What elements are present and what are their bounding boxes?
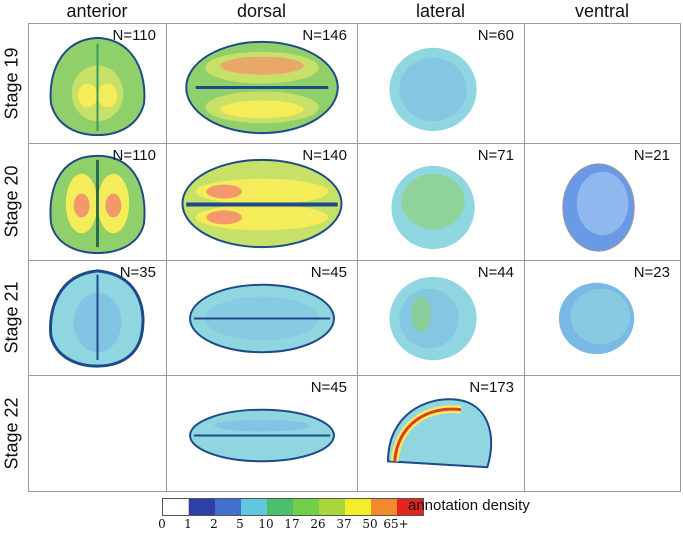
legend-tick-2: 2: [210, 517, 218, 531]
legend-tick-3: 5: [236, 517, 244, 531]
embryo-heatmap-image: [49, 36, 146, 137]
legend-tick-0: 0: [158, 517, 166, 531]
sample-count-label: N=60: [477, 27, 514, 44]
cell-stage-21-lateral: N=44: [357, 260, 525, 376]
sample-count-label: N=35: [119, 264, 156, 281]
legend-swatch-4: [267, 499, 293, 515]
legend-tick-4: 10: [258, 517, 274, 531]
density-legend-bar: [162, 498, 424, 516]
row-header-stage-20: Stage 20: [1, 165, 22, 238]
cell-stage-21-anterior: N=35: [28, 260, 167, 376]
embryo-heatmap-image: [562, 163, 635, 252]
legend-swatch-5: [293, 499, 319, 515]
sample-count-label: N=21: [633, 147, 670, 164]
embryo-heatmap-image: [558, 282, 635, 355]
embryo-heatmap-image: [49, 269, 145, 368]
legend-swatch-2: [215, 499, 241, 515]
sample-count-label: N=71: [477, 147, 514, 164]
sample-count-label: N=140: [302, 147, 347, 164]
legend-tick-7: 37: [336, 517, 352, 531]
column-header-dorsal: dorsal: [236, 1, 287, 21]
cell-stage-19-anterior: N=110: [28, 23, 167, 144]
column-header-ventral: ventral: [574, 1, 630, 21]
legend-swatch-8: [371, 499, 397, 515]
cell-stage-22-anterior: [28, 375, 167, 492]
legend-swatch-9: [397, 499, 423, 515]
legend-swatch-0: [163, 499, 189, 515]
embryo-heatmap-image: [387, 398, 492, 469]
legend-swatch-3: [241, 499, 267, 515]
sample-count-label: N=45: [310, 264, 347, 281]
legend-swatch-1: [189, 499, 215, 515]
cell-stage-19-lateral: N=60: [357, 23, 525, 144]
cell-stage-19-ventral: [524, 23, 681, 144]
column-header-anterior: anterior: [66, 1, 128, 21]
cell-stage-21-ventral: N=23: [524, 260, 681, 376]
column-header-lateral: lateral: [415, 1, 466, 21]
sample-count-label: N=110: [112, 147, 156, 164]
embryo-heatmap-image: [189, 408, 335, 463]
embryo-heatmap-image: [49, 154, 146, 255]
cell-stage-20-lateral: N=71: [357, 143, 525, 261]
legend-swatch-7: [345, 499, 371, 515]
embryo-heatmap-image: [185, 40, 339, 135]
cell-stage-20-dorsal: N=140: [166, 143, 358, 261]
legend-title: annotation density: [408, 497, 530, 514]
heatmap-grid: N=110 N=146 N=60 N=110 N=140 N=71 N=21 N=35 N=45…: [28, 23, 681, 492]
row-header-stage-19: Stage 19: [1, 46, 22, 120]
row-header-stage-21: Stage 21: [1, 281, 22, 354]
sample-count-label: N=44: [477, 264, 514, 281]
embryo-heatmap-image: [181, 158, 343, 249]
sample-count-label: N=110: [112, 27, 156, 44]
sample-count-label: N=23: [633, 264, 670, 281]
cell-stage-21-dorsal: N=45: [166, 260, 358, 376]
legend-tick-8: 50: [362, 517, 378, 531]
cell-stage-20-anterior: N=110: [28, 143, 167, 261]
legend-tick-1: 1: [184, 517, 192, 531]
cell-stage-22-lateral: N=173: [357, 375, 525, 492]
embryo-heatmap-image: [189, 283, 335, 354]
cell-stage-22-dorsal: N=45: [166, 375, 358, 492]
cell-stage-20-ventral: N=21: [524, 143, 681, 261]
sample-count-label: N=146: [302, 27, 347, 44]
embryo-heatmap-image: [391, 165, 475, 250]
row-header-stage-22: Stage 22: [1, 396, 22, 470]
sample-count-label: N=173: [469, 379, 514, 396]
cell-stage-22-ventral: [524, 375, 681, 492]
cell-stage-19-dorsal: N=146: [166, 23, 358, 144]
legend-tick-6: 26: [310, 517, 326, 531]
legend-tick-5: 17: [284, 517, 300, 531]
embryo-heatmap-image: [389, 47, 477, 132]
legend-swatch-6: [319, 499, 345, 515]
embryo-heatmap-image: [389, 276, 477, 361]
sample-count-label: N=45: [310, 379, 347, 396]
legend-tick-9: 65+: [383, 517, 409, 531]
